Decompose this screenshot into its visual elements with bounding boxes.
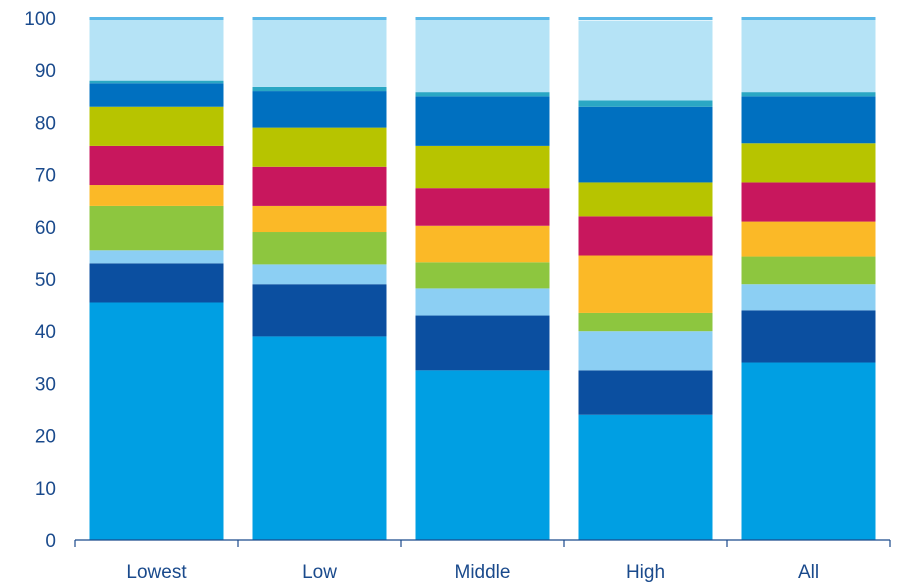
bar-segment <box>89 302 224 540</box>
bar-segment <box>415 225 550 263</box>
bar-segment <box>578 100 713 107</box>
bar-segment <box>89 263 224 303</box>
x-category-label: High <box>626 562 665 583</box>
y-axis-ticks: 0 10 20 30 40 50 60 70 80 90 100 <box>24 9 56 552</box>
x-category-label: All <box>798 562 819 583</box>
bar-segment <box>578 216 713 256</box>
bar-segment <box>578 370 713 415</box>
x-category-label: Low <box>302 562 337 583</box>
bar-segment <box>89 83 224 107</box>
bar-segment <box>252 166 387 206</box>
bar-segment <box>252 91 387 128</box>
bar-segment <box>578 20 713 101</box>
bar-segment <box>415 18 550 93</box>
bar-segment <box>741 284 876 311</box>
bar-segment <box>252 18 387 87</box>
y-tick-label: 70 <box>35 166 56 187</box>
bar-segment <box>578 312 713 332</box>
bar-segment <box>741 362 876 540</box>
bar-segment <box>252 205 387 233</box>
bar-segment <box>415 370 550 540</box>
bar-segment <box>741 92 876 97</box>
bar-segment <box>578 414 713 540</box>
bar-segment <box>741 182 876 222</box>
x-axis-labels: Lowest Low Middle High All <box>74 540 891 583</box>
y-tick-label: 80 <box>35 113 56 134</box>
bar-segment <box>89 145 224 186</box>
bar-segment <box>252 336 387 540</box>
bar-segment <box>741 18 876 93</box>
bar-segment <box>89 106 224 146</box>
bar-segment <box>578 182 713 217</box>
y-tick-label: 50 <box>35 270 56 291</box>
bar-segment <box>578 331 713 371</box>
bar-segment <box>252 127 387 167</box>
bar-segment <box>741 221 876 257</box>
bar-segment <box>252 284 387 337</box>
bar-top-cap <box>741 17 876 20</box>
bar-segment <box>415 262 550 289</box>
bar-segment <box>415 188 550 226</box>
y-tick-label: 0 <box>45 531 56 552</box>
bar-segment <box>741 96 876 144</box>
bar-segment <box>252 264 387 285</box>
bar-segment <box>89 250 224 264</box>
bar-segment <box>741 310 876 363</box>
bar-segment <box>415 288 550 316</box>
bar-segment <box>89 205 224 251</box>
bar-top-cap <box>252 17 387 20</box>
y-tick-label: 100 <box>24 9 56 30</box>
y-tick-label: 30 <box>35 374 56 395</box>
bar-segment <box>252 86 387 92</box>
bar-top-cap <box>415 17 550 20</box>
x-category-label: Middle <box>455 562 511 583</box>
bar-segment <box>89 18 224 81</box>
y-tick-label: 20 <box>35 427 56 448</box>
y-tick-label: 40 <box>35 322 56 343</box>
bar-segment <box>741 143 876 183</box>
bar-segment <box>89 185 224 206</box>
x-category-label: Lowest <box>126 562 187 583</box>
bar-segment <box>578 255 713 313</box>
y-tick-label: 10 <box>35 479 56 500</box>
bar-segment <box>252 232 387 265</box>
bar-segment <box>415 145 550 189</box>
y-tick-label: 60 <box>35 218 56 239</box>
bar-top-cap <box>89 17 224 20</box>
y-tick-label: 90 <box>35 61 56 82</box>
bar-segments <box>89 17 876 540</box>
bar-segment <box>741 256 876 285</box>
bar-segment <box>415 92 550 97</box>
bar-top-cap <box>578 17 713 20</box>
bar-segment <box>415 96 550 146</box>
bar-segment <box>89 80 224 84</box>
bar-segment <box>415 315 550 371</box>
bar-segment <box>578 106 713 183</box>
